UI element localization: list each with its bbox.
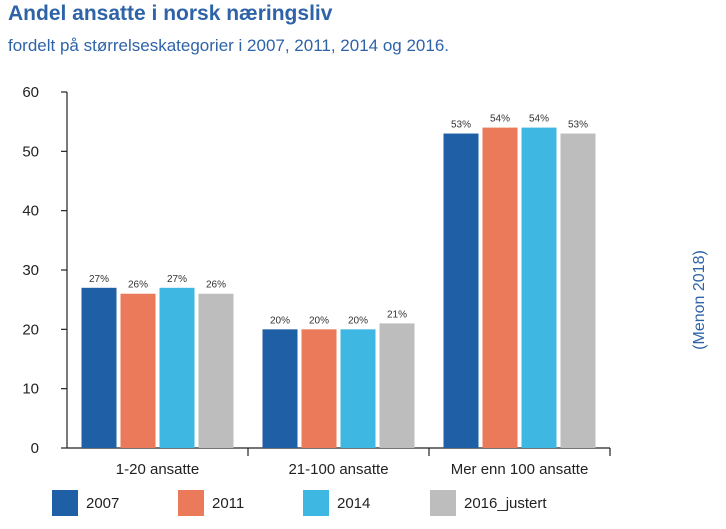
x-category-label: 21-100 ansatte (288, 461, 388, 478)
y-tick-label: 30 (22, 262, 39, 279)
bar-2014-3 (521, 127, 557, 448)
y-tick-label: 50 (22, 143, 39, 160)
legend-swatch-2016_justert (430, 490, 456, 516)
data-label: 27% (167, 274, 187, 285)
y-tick-label: 40 (22, 203, 39, 220)
data-label: 20% (309, 315, 329, 326)
legend-label: 2016_justert (464, 495, 547, 512)
data-label: 53% (451, 120, 471, 131)
x-category-label: 1-20 ansatte (116, 461, 199, 478)
data-label: 20% (270, 315, 290, 326)
y-tick-label: 0 (31, 440, 39, 457)
legend-label: 2011 (212, 495, 244, 512)
bar-2007-3 (443, 133, 479, 449)
legend-label: 2007 (86, 495, 119, 512)
data-label: 54% (490, 114, 510, 125)
axes: 0 10 20 30 40 50 60 1-20 ansatte 21-100 ansatte M… (22, 84, 611, 478)
data-label: 21% (387, 309, 407, 320)
y-tick-label: 60 (22, 84, 39, 101)
bar-2014-2 (340, 329, 376, 448)
data-label: 54% (529, 114, 549, 125)
data-label: 20% (348, 315, 368, 326)
bar-2011-2 (301, 329, 337, 448)
legend-label: 2014 (337, 495, 370, 512)
data-labels: 27% 26% 27% 26% 20% 20% 20% 21% 53% 54% 54% 53% (89, 114, 588, 327)
bar-2016_justert-1 (198, 293, 234, 448)
legend-swatch-2007 (52, 490, 78, 516)
bars (81, 127, 596, 449)
bar-2011-3 (482, 127, 518, 448)
legend: 2007 2011 2014 2016_justert (52, 490, 547, 516)
bar-2007-2 (262, 329, 298, 448)
data-label: 26% (206, 280, 226, 291)
x-category-label: Mer enn 100 ansatte (451, 461, 589, 478)
legend-swatch-2014 (303, 490, 329, 516)
chart-title: Andel ansatte i norsk næringsliv (8, 2, 333, 25)
bar-2011-1 (120, 293, 156, 448)
bar-2014-1 (159, 287, 195, 448)
bar-2007-1 (81, 287, 117, 448)
legend-swatch-2011 (178, 490, 204, 516)
data-label: 27% (89, 274, 109, 285)
chart-subtitle: fordelt på størrelseskategorier i 2007, … (8, 36, 450, 55)
bar-2016_justert-2 (379, 323, 415, 448)
y-tick-label: 20 (22, 321, 39, 338)
data-label: 26% (128, 280, 148, 291)
y-tick-label: 10 (22, 381, 39, 398)
bar-2016_justert-3 (560, 133, 596, 449)
data-label: 53% (568, 120, 588, 131)
